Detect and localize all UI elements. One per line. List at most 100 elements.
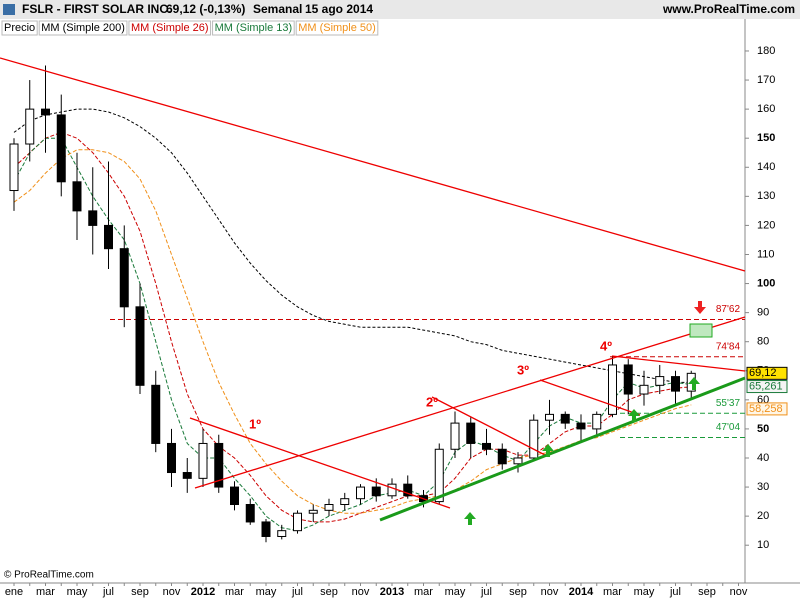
x-tick-label: may	[445, 586, 466, 598]
trend-line	[431, 396, 546, 456]
wave-label: 3º	[517, 362, 529, 377]
level-label: 87'62	[716, 304, 741, 315]
up-arrow	[542, 444, 554, 457]
candle-body	[277, 530, 287, 537]
x-tick-label: mar	[36, 586, 55, 598]
moving-average	[13, 137, 692, 532]
legend-entry: MM (Simple 50)	[298, 22, 376, 34]
candle-body	[403, 483, 413, 497]
candle-body	[245, 504, 255, 523]
y-tick-label: 180	[757, 45, 775, 57]
legend-frame	[295, 20, 379, 36]
candle-body	[56, 114, 66, 183]
x-tick-label: mar	[225, 586, 244, 598]
legend-entry: MM (Simple 200)	[41, 22, 125, 34]
legend-entry: MM (Simple 13)	[215, 22, 293, 34]
candle-body	[592, 413, 602, 430]
x-tick-label: ene	[5, 586, 23, 598]
x-tick-label: 2012	[191, 586, 215, 598]
candle-body	[167, 442, 176, 474]
candle-body	[308, 509, 318, 514]
trend-line	[189, 417, 451, 509]
moving-average	[13, 108, 692, 383]
candle-body	[340, 498, 350, 506]
candle-body	[72, 181, 82, 212]
x-tick-label: may	[67, 586, 88, 598]
candle-body	[119, 248, 129, 308]
candle-body	[466, 422, 476, 444]
candle-body	[576, 422, 586, 430]
legend-frame	[1, 20, 38, 36]
candle-body	[9, 143, 19, 192]
legend: Precio MM (Simple 200) MM (Simple 26) MM (S…	[1, 20, 379, 36]
legend-frame	[128, 20, 212, 36]
legend-frame	[38, 20, 128, 36]
candle-body	[151, 384, 161, 444]
x-tick-label: mar	[414, 586, 433, 598]
up-arrow	[628, 409, 640, 422]
candle-body	[623, 364, 633, 395]
trend-line	[194, 316, 746, 489]
y-tick-label: 140	[757, 161, 775, 173]
x-tick-label: sep	[698, 586, 716, 598]
legend-frame	[212, 20, 295, 36]
last-value-box	[746, 402, 788, 416]
x-tick-label: nov	[730, 586, 748, 598]
y-tick-label: 10	[757, 539, 769, 551]
candle-body	[434, 448, 444, 503]
last-value-label: 58,258	[749, 403, 783, 415]
candle-body	[639, 384, 649, 395]
date: 15 ago 2014	[305, 2, 373, 16]
x-tick-label: jul	[669, 586, 681, 598]
y-tick-label: 50	[757, 423, 769, 435]
candle-body	[356, 486, 365, 500]
legend-entry: Precio	[4, 22, 35, 34]
last-value-label: 65,261	[749, 380, 783, 392]
legend-entry: MM (Simple 26)	[131, 22, 209, 34]
last-value-box	[746, 380, 788, 394]
down-arrow	[694, 301, 706, 314]
y-tick-label: 80	[757, 336, 769, 348]
x-tick-label: sep	[131, 586, 149, 598]
candle-body	[214, 442, 224, 488]
support-line	[379, 376, 746, 522]
x-tick-label: jul	[102, 586, 114, 598]
candle-body	[529, 419, 539, 459]
x-tick-label: nov	[541, 586, 559, 598]
candle-body	[560, 413, 570, 424]
trend-lines	[0, 57, 746, 522]
chart-title: FSLR - FIRST SOLAR INC.	[22, 2, 171, 16]
candle-body	[482, 442, 491, 450]
x-tick-label: 2013	[380, 586, 404, 598]
y-tick-label: 90	[757, 307, 769, 319]
up-arrow	[464, 512, 476, 525]
source: www.ProRealTime.com	[662, 2, 795, 16]
candle-body	[25, 108, 35, 145]
candle-body	[230, 486, 239, 506]
candle-body	[545, 413, 554, 421]
y-tick-label: 110	[757, 248, 775, 260]
x-tick-label: may	[634, 586, 655, 598]
wave-label: 2º	[426, 394, 438, 409]
y-tick-label: 160	[757, 103, 775, 115]
candle-body	[261, 521, 271, 537]
y-tick-label: 100	[757, 277, 775, 289]
candle-body	[324, 504, 334, 511]
x-tick-label: sep	[509, 586, 527, 598]
x-tick-label: jul	[291, 586, 303, 598]
candle-body	[655, 376, 665, 386]
candle-body	[293, 512, 302, 532]
candle-body	[497, 448, 507, 465]
level-label: 55'37	[716, 398, 741, 409]
trend-line	[539, 379, 641, 416]
trend-line	[0, 57, 746, 272]
candle-body	[450, 422, 460, 450]
y-tick-label: 20	[757, 510, 769, 522]
plot: 1020304050607080901001101201301401501601…	[5, 45, 788, 598]
x-tick-label: sep	[320, 586, 338, 598]
candle-body	[198, 442, 208, 479]
y-tick-label: 150	[757, 132, 775, 144]
arrows	[464, 301, 713, 525]
candle-body	[371, 486, 381, 497]
